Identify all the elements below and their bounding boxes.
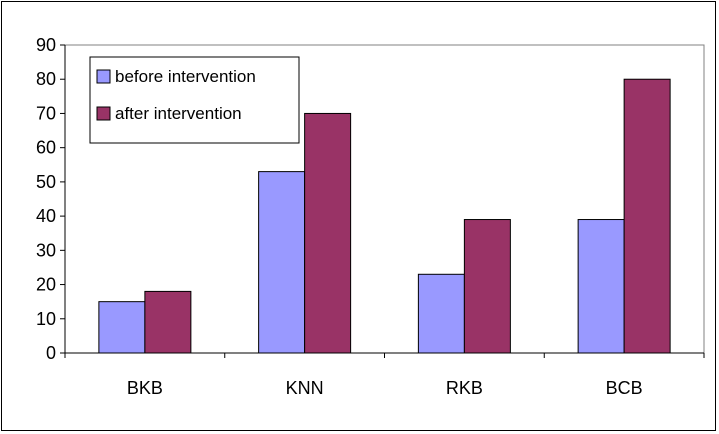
- bar: [304, 112, 352, 354]
- y-tick-label: 30: [36, 240, 56, 260]
- x-axis: BKB KNN RKB BCB: [64, 352, 705, 398]
- legend-swatch: [96, 106, 111, 121]
- y-tick-label: 70: [36, 103, 56, 123]
- bar: [417, 273, 465, 354]
- y-tick-label: 50: [36, 172, 56, 192]
- bar: [623, 78, 671, 354]
- bar: [258, 171, 306, 354]
- x-tick-label: BCB: [606, 378, 643, 398]
- y-tick-label: 40: [36, 206, 56, 226]
- bars-group: [98, 78, 671, 354]
- y-tick-label: 20: [36, 275, 56, 295]
- x-tick-label: BKB: [127, 378, 163, 398]
- legend-swatch: [96, 69, 111, 84]
- y-tick-label: 90: [36, 35, 56, 55]
- y-tick-label: 10: [36, 309, 56, 329]
- bar: [98, 301, 146, 354]
- legend: before intervention after intervention: [89, 56, 300, 144]
- bar: [577, 219, 625, 354]
- x-tick-label: RKB: [446, 378, 483, 398]
- legend-box: [89, 56, 300, 144]
- bar: [144, 290, 192, 354]
- y-tick-label: 80: [36, 69, 56, 89]
- legend-label: before intervention: [115, 67, 256, 86]
- y-tick-label: 0: [46, 343, 56, 363]
- legend-label: after intervention: [115, 104, 242, 123]
- y-axis: 0 10 20 30 40 50 60 70 80 90: [36, 35, 66, 363]
- y-tick-label: 60: [36, 138, 56, 158]
- x-tick-label: KNN: [286, 378, 324, 398]
- bar: [463, 219, 511, 354]
